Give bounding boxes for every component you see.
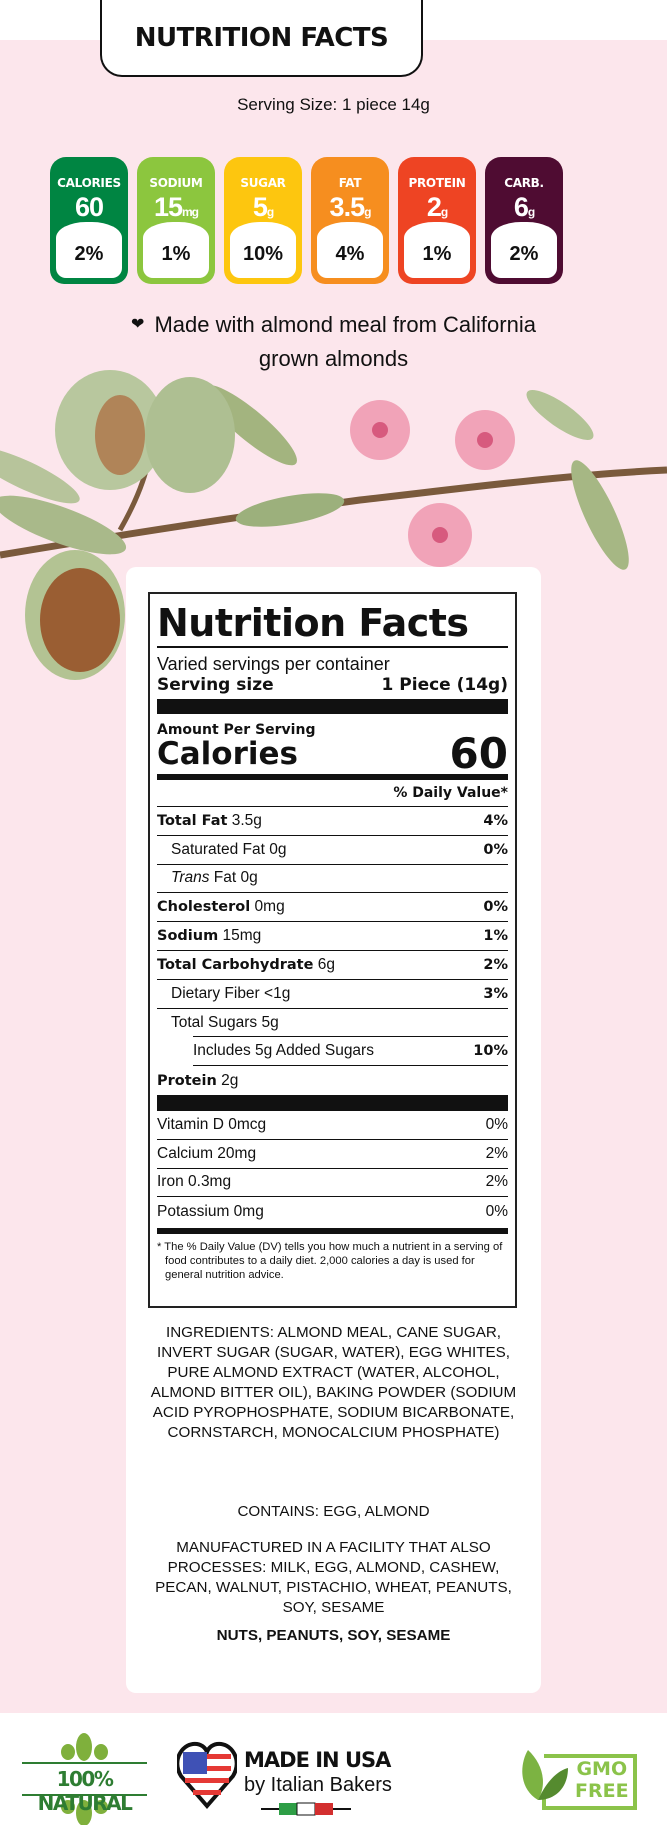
tagline: ❤ Made with almond meal from California g… — [0, 309, 667, 374]
gmo-free-logo: GMO FREE — [520, 1748, 640, 1818]
usa-flag-heart-icon — [177, 1741, 237, 1810]
tagline-line2: grown almonds — [258, 346, 409, 371]
nutrient-row: Cholesterol 0mg 0% — [157, 893, 508, 923]
vitamin-row: Iron 0.3mg 2% — [157, 1169, 508, 1198]
daily-value: 2% — [483, 956, 508, 973]
badge-protein: PROTEIN 2g 1% — [398, 157, 476, 284]
badge-value: 5g — [252, 192, 274, 222]
badge-percent: 2% — [56, 222, 122, 278]
badge-value: 2g — [426, 192, 448, 222]
badge-percent: 1% — [404, 222, 470, 278]
gmo-leaf-icon — [522, 1750, 637, 1810]
allergens-bold: NUTS, PEANUTS, SOY, SESAME — [216, 1627, 451, 1644]
natural-logo: 100% NATURAL — [22, 1733, 147, 1826]
daily-value: 3% — [483, 985, 508, 1002]
nutrient-row: Saturated Fat 0g 0% — [157, 836, 508, 865]
servings-per-container: Varied servings per container — [157, 654, 390, 674]
footnote: * The % Daily Value (DV) tells you how m… — [157, 1241, 503, 1282]
badge-percent: 1% — [143, 222, 209, 278]
made-in-usa-logo: MADE IN USA by Italian Bakers — [177, 1740, 427, 1820]
nutrient-row: Protein 2g — [157, 1071, 239, 1089]
nutrition-facts-label: Nutrition Facts Varied servings per cont… — [148, 592, 517, 1308]
leaf-icon — [22, 1733, 147, 1826]
badge-carb: CARB. 6g 2% — [485, 157, 563, 284]
badge-fat: FAT 3.5g 4% — [311, 157, 389, 284]
gmo-text: GMO — [576, 1758, 628, 1780]
nutrient-row: Total Carbohydrate 6g 2% — [157, 951, 508, 980]
daily-value: 0% — [483, 899, 508, 916]
contains: CONTAINS: EGG, ALMOND — [237, 1503, 430, 1520]
natural-text: 100% NATURAL — [37, 1767, 133, 1815]
heart-icon: ❤ — [131, 316, 145, 333]
ingredients: INGREDIENTS: ALMOND MEAL, CANE SUGAR, IN… — [150, 1324, 517, 1441]
italian-bakers-text: by Italian Bakers — [244, 1774, 392, 1796]
badge-sodium: SODIUM 15mg 1% — [137, 157, 215, 284]
badge-value: 60 — [74, 192, 104, 222]
nutrient-row: Total Fat 3.5g 4% — [157, 807, 508, 836]
nutrient-row: Trans Fat 0g — [157, 865, 508, 894]
badge-label: SUGAR — [240, 176, 286, 190]
info-card — [126, 567, 541, 1693]
vitamin-row: Vitamin D 0mcg 0% — [157, 1111, 508, 1140]
calories-label: Calories — [157, 736, 298, 772]
badge-percent: 2% — [491, 222, 557, 278]
free-text: FREE — [575, 1780, 629, 1802]
badge-label: FAT — [338, 176, 362, 190]
nutrient-row: Includes 5g Added Sugars 10% — [193, 1037, 508, 1067]
calories-value: 60 — [449, 729, 508, 778]
nutrient-row: Sodium 15mg 1% — [157, 922, 508, 951]
serving-size-text: Serving Size: 1 piece 14g — [237, 95, 430, 114]
tagline-line1: Made with almond meal from California — [154, 312, 536, 337]
badge-value: 15mg — [153, 192, 199, 222]
daily-value: 10% — [473, 1043, 508, 1060]
label-title: Nutrition Facts — [157, 600, 508, 648]
serving-size-label: Serving size — [157, 675, 274, 695]
badge-sugar: SUGAR 5g 10% — [224, 157, 302, 284]
vitamin-row: Potassium 0mg 0% — [157, 1202, 508, 1220]
page-title: NUTRITION FACTS — [100, 0, 423, 77]
badge-label: CALORIES — [57, 176, 121, 190]
amount-per-serving: Amount Per Serving — [157, 722, 316, 738]
vitamin-row: Calcium 20mg 2% — [157, 1140, 508, 1169]
facility-statement: MANUFACTURED IN A FACILITY THAT ALSO PRO… — [155, 1539, 512, 1616]
rolling-pin-icon — [261, 1802, 351, 1816]
badge-calories: CALORIES 60 2% — [50, 157, 128, 284]
nutrient-row: Dietary Fiber <1g 3% — [157, 980, 508, 1009]
nutrient-row: Total Sugars 5g — [157, 1008, 508, 1038]
made-in-usa-text: MADE IN USA — [244, 1748, 391, 1772]
daily-value: 0% — [483, 841, 508, 858]
badge-percent: 10% — [230, 222, 296, 278]
serving-size-value: 1 Piece (14g) — [381, 675, 508, 695]
daily-value: 4% — [483, 812, 508, 829]
daily-value-header: % Daily Value* — [157, 780, 508, 807]
daily-value: 1% — [483, 928, 508, 945]
badge-percent: 4% — [317, 222, 383, 278]
badge-value: 6g — [513, 192, 535, 222]
badge-label: SODIUM — [149, 176, 203, 190]
badge-label: CARB. — [504, 176, 544, 190]
badge-value: 3.5g — [329, 192, 372, 222]
almond-branch-illustration — [0, 370, 667, 680]
badge-label: PROTEIN — [408, 176, 466, 190]
